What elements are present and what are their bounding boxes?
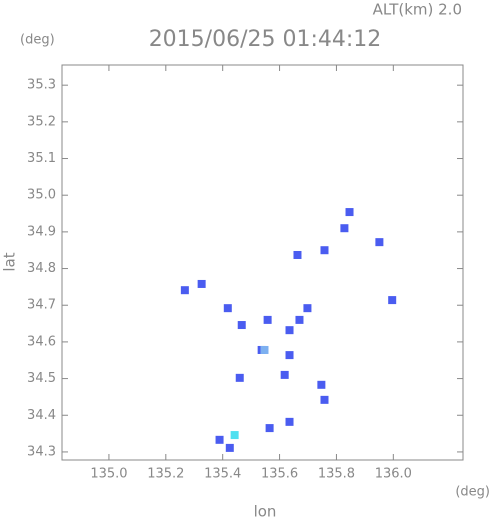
echo-cell (320, 395, 329, 404)
echo-cell (320, 246, 329, 255)
plot-frame (61, 64, 464, 461)
y-tick-label: 35.1 (27, 151, 56, 166)
echo-cell (180, 286, 189, 295)
altitude: ALT(km) 2.0 (373, 1, 462, 19)
y-tick-label: 34.7 (27, 298, 56, 313)
echo-cell (317, 380, 326, 389)
echo-cell (285, 326, 294, 335)
y-unit: (deg) (20, 33, 55, 48)
y-tick-label: 34.3 (27, 444, 56, 459)
chart-title: 2015/06/25 01:44:12 (149, 27, 382, 52)
y-tick-label: 34.6 (27, 334, 56, 349)
x-tick-label: 135.2 (147, 467, 184, 482)
y-tick-label: 35.2 (27, 114, 56, 129)
x-tick-label: 136.0 (375, 467, 412, 482)
x-tick-label: 135.0 (90, 467, 127, 482)
echo-cell (375, 238, 384, 247)
echo-cell (223, 304, 232, 313)
y-tick-label: 35.3 (27, 78, 56, 93)
y-tick-label: 34.4 (27, 408, 56, 423)
y-tick-label: 34.5 (27, 371, 56, 386)
echo-cell (215, 435, 224, 444)
echo-cell (263, 315, 272, 324)
x-label: lon (254, 503, 277, 521)
echo-cell (295, 315, 304, 324)
echo-cell (230, 431, 239, 440)
x-tick-label: 135.8 (318, 467, 355, 482)
y-tick-label: 34.9 (27, 224, 56, 239)
echo-cell (340, 224, 349, 233)
echo-cell (345, 208, 354, 217)
echo-cell (265, 424, 274, 433)
echo-cell (280, 370, 289, 379)
echo-cell (293, 250, 302, 259)
x-tick-label: 135.6 (261, 467, 298, 482)
echo-cell (285, 417, 294, 426)
echo-cell (237, 321, 246, 330)
echo-cell (388, 296, 397, 305)
echo-cell (235, 373, 244, 382)
x-tick-label: 135.4 (204, 467, 241, 482)
y-tick-label: 35.0 (27, 188, 56, 203)
echo-cell (225, 443, 234, 452)
y-tick-label: 34.8 (27, 261, 56, 276)
echo-cell (260, 345, 269, 354)
echo-cell (303, 304, 312, 313)
echo-cell (197, 279, 206, 288)
y-label: lat (1, 252, 19, 271)
x-unit: (deg) (455, 485, 490, 500)
echo-cell (285, 351, 294, 360)
